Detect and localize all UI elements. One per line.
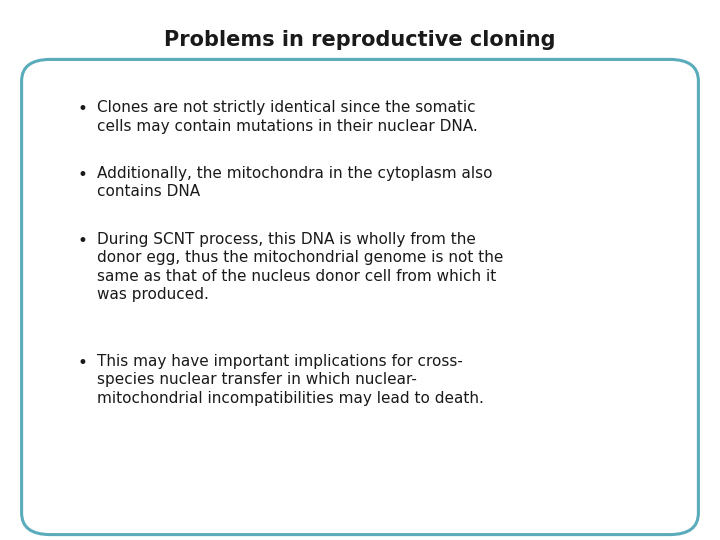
Text: Problems in reproductive cloning: Problems in reproductive cloning	[164, 30, 556, 51]
Text: Clones are not strictly identical since the somatic
cells may contain mutations : Clones are not strictly identical since …	[97, 100, 478, 133]
Text: •: •	[78, 166, 88, 184]
Text: •: •	[78, 100, 88, 118]
FancyBboxPatch shape	[22, 59, 698, 535]
Text: •: •	[78, 232, 88, 249]
Text: Additionally, the mitochondra in the cytoplasm also
contains DNA: Additionally, the mitochondra in the cyt…	[97, 166, 492, 199]
Text: During SCNT process, this DNA is wholly from the
donor egg, thus the mitochondri: During SCNT process, this DNA is wholly …	[97, 232, 503, 302]
Text: •: •	[78, 354, 88, 372]
Text: This may have important implications for cross-
species nuclear transfer in whic: This may have important implications for…	[97, 354, 484, 406]
